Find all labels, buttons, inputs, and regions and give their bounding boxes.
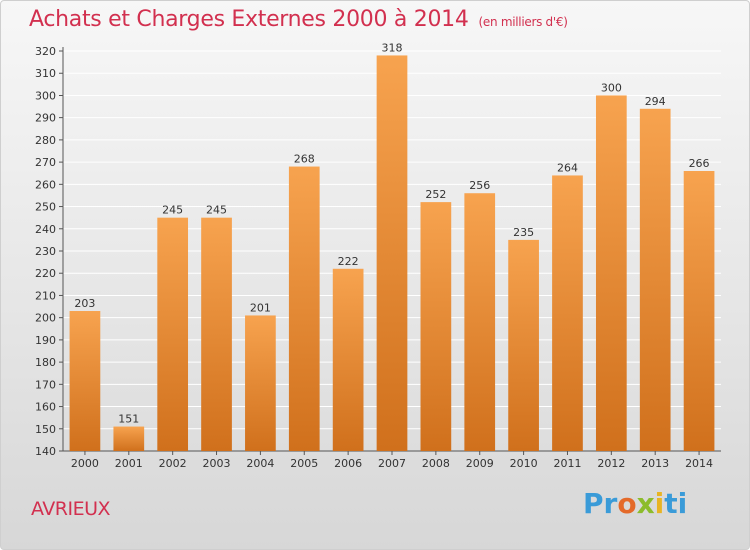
y-tick-label: 200: [35, 312, 56, 325]
x-tick-label: 2012: [597, 457, 625, 470]
bar-value-label: 245: [162, 204, 183, 217]
bar-value-label: 300: [601, 81, 622, 94]
logo-part-4: i: [654, 487, 665, 520]
logo-part-3: x: [636, 487, 655, 520]
y-tick-label: 290: [35, 112, 56, 125]
bar-2000: [69, 311, 101, 451]
proxiti-logo: Proxiti: [583, 487, 687, 520]
bar-2001: [113, 426, 145, 451]
chart-title: Achats et Charges Externes 2000 à 2014: [29, 7, 469, 32]
y-tick-label: 160: [35, 401, 56, 414]
bar-2005: [288, 166, 320, 452]
y-tick-label: 180: [35, 356, 56, 369]
logo-part-2: o: [617, 487, 637, 520]
bar-value-label: 151: [118, 413, 139, 426]
bar-value-label: 252: [425, 188, 446, 201]
bar-2009: [464, 193, 496, 451]
y-tick-label: 280: [35, 134, 56, 147]
bar-2004: [245, 315, 276, 451]
y-tick-label: 270: [35, 156, 56, 169]
bar-2014: [683, 171, 715, 451]
y-tick-label: 170: [35, 378, 56, 391]
x-tick-label: 2006: [334, 457, 362, 470]
y-tick-label: 230: [35, 245, 56, 258]
bar-value-label: 294: [645, 95, 666, 108]
bar-2012: [595, 95, 627, 451]
x-tick-label: 2010: [510, 457, 538, 470]
logo-part-5: ti: [664, 487, 688, 520]
bar-value-label: 318: [382, 41, 403, 54]
y-tick-label: 240: [35, 223, 56, 236]
y-tick-label: 140: [35, 445, 56, 458]
x-tick-label: 2004: [246, 457, 274, 470]
bar-value-label: 201: [250, 301, 271, 314]
x-tick-label: 2011: [553, 457, 581, 470]
bar-value-label: 203: [74, 297, 95, 310]
bar-2008: [420, 202, 452, 451]
y-tick-label: 320: [35, 45, 56, 58]
x-tick-label: 2009: [466, 457, 494, 470]
x-tick-label: 2002: [159, 457, 187, 470]
bar-2007: [376, 55, 408, 451]
bar-value-label: 266: [689, 157, 710, 170]
x-tick-label: 2008: [422, 457, 450, 470]
bar-2013: [639, 108, 671, 452]
bar-value-label: 264: [557, 161, 578, 174]
y-tick-label: 260: [35, 178, 56, 191]
bar-value-label: 268: [294, 153, 315, 166]
x-tick-label: 2014: [685, 457, 713, 470]
y-tick-label: 210: [35, 289, 56, 302]
logo-part-1: Pr: [583, 487, 618, 520]
bar-2003: [201, 217, 232, 451]
y-tick-label: 310: [35, 67, 56, 80]
y-tick-label: 300: [35, 89, 56, 102]
bar-value-label: 222: [338, 255, 359, 268]
commune-name: AVRIEUX: [31, 498, 111, 520]
bar-2010: [508, 239, 539, 451]
bar-2011: [552, 175, 583, 451]
chart-subtitle: (en milliers d'€): [478, 15, 568, 29]
y-tick-label: 220: [35, 267, 56, 280]
bar-value-label: 245: [206, 204, 227, 217]
x-tick-label: 2005: [290, 457, 318, 470]
x-tick-label: 2001: [115, 457, 143, 470]
x-tick-label: 2003: [203, 457, 231, 470]
bar-2002: [157, 217, 189, 451]
y-tick-label: 250: [35, 201, 56, 214]
y-tick-label: 190: [35, 334, 56, 347]
bar-value-label: 256: [469, 179, 490, 192]
x-tick-label: 2013: [641, 457, 669, 470]
y-tick-label: 150: [35, 423, 56, 436]
chart-title-block: Achats et Charges Externes 2000 à 2014 (e…: [29, 7, 568, 32]
x-tick-label: 2007: [378, 457, 406, 470]
x-tick-label: 2000: [71, 457, 99, 470]
bar-2006: [332, 268, 364, 451]
bar-value-label: 235: [513, 226, 534, 239]
